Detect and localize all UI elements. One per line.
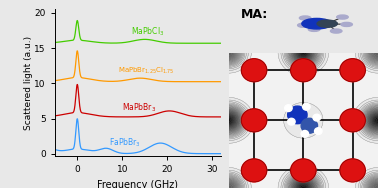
Circle shape xyxy=(337,15,348,19)
Circle shape xyxy=(314,128,322,135)
Text: MaPbCl$_3$: MaPbCl$_3$ xyxy=(131,25,164,38)
Circle shape xyxy=(301,130,308,137)
Text: MA:: MA: xyxy=(241,8,268,21)
Text: MaPbBr$_{1.25}$Cl$_{1.75}$: MaPbBr$_{1.25}$Cl$_{1.75}$ xyxy=(118,65,174,76)
Y-axis label: Scattered light (a.u.): Scattered light (a.u.) xyxy=(24,36,33,130)
Circle shape xyxy=(308,27,320,31)
Circle shape xyxy=(242,109,267,132)
Circle shape xyxy=(297,23,309,27)
Circle shape xyxy=(302,18,332,29)
X-axis label: Frequency (GHz): Frequency (GHz) xyxy=(98,180,178,188)
Circle shape xyxy=(341,22,352,27)
Circle shape xyxy=(291,159,316,182)
Circle shape xyxy=(301,118,318,133)
Circle shape xyxy=(242,159,267,182)
Circle shape xyxy=(317,20,338,27)
Text: MaPbBr$_3$: MaPbBr$_3$ xyxy=(122,101,156,114)
Circle shape xyxy=(285,105,292,111)
Circle shape xyxy=(299,16,311,20)
Text: FaPbBr$_3$: FaPbBr$_3$ xyxy=(109,136,141,149)
Circle shape xyxy=(291,59,316,82)
Circle shape xyxy=(303,103,310,110)
Circle shape xyxy=(242,59,267,82)
Circle shape xyxy=(313,114,321,121)
Circle shape xyxy=(340,159,365,182)
Circle shape xyxy=(340,109,365,132)
Circle shape xyxy=(288,106,307,124)
Circle shape xyxy=(340,59,365,82)
Circle shape xyxy=(288,118,295,125)
Circle shape xyxy=(330,29,342,33)
